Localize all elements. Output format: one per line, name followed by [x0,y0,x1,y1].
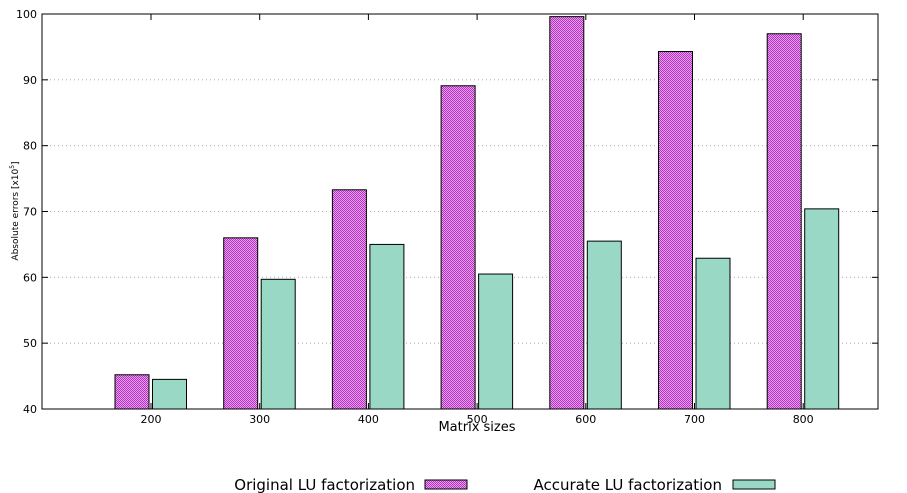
axes [41,13,879,410]
bar-original-lu [658,51,693,410]
bar-accurate-lu [369,243,405,410]
x-axis-title: Matrix sizes [438,420,515,435]
bar-original-lu [549,16,585,410]
x-tick-label: 500 [467,413,488,426]
bar-accurate-lu [260,278,296,410]
bar-accurate-lu [804,208,840,410]
y-tick-label: 100 [16,8,37,21]
y-tick-label: 40 [23,403,37,416]
y-tick-label: 50 [23,337,37,350]
legend-label: Accurate LU factorization [533,476,722,493]
bars [114,16,840,410]
tick-labels: 40 50 60 70 80 90 100 200 300 400 500 600 700 800 [16,8,814,426]
y-tick-label: 70 [23,206,37,219]
y-tick-label: 60 [23,271,37,284]
y-tick-label: 90 [23,74,37,87]
legend-label: Original LU factorization [234,476,415,493]
x-tick-label: 600 [575,413,596,426]
x-tick-label: 400 [358,413,379,426]
bar-accurate-lu [586,240,622,410]
grid-lines [42,79,878,344]
y-axis-title-main: Absolute errors [x10 [11,168,21,260]
y-axis-title: Absolute errors [x105] [9,161,21,260]
legend-swatch [424,479,468,490]
legend: Original LU factorization Accurate LU fac… [234,476,776,493]
y-tick-label: 80 [23,140,37,153]
bar-original-lu [766,33,802,410]
bar-original-lu [223,237,259,410]
y-axis-title-end: ] [11,161,21,165]
x-tick-label: 300 [249,413,270,426]
x-tick-label: 700 [684,413,705,426]
legend-swatch [732,479,776,490]
bar-original-lu [440,85,476,410]
plot-frame [41,13,879,410]
bar-accurate-lu [152,378,187,410]
y-axis-title-sup: 5 [9,165,16,169]
bar-accurate-lu [478,273,514,410]
bar-original-lu [114,374,150,410]
x-tick-label: 200 [141,413,162,426]
bar-original-lu [331,189,367,410]
x-tick-label: 800 [793,413,814,426]
bar-accurate-lu [695,257,731,410]
